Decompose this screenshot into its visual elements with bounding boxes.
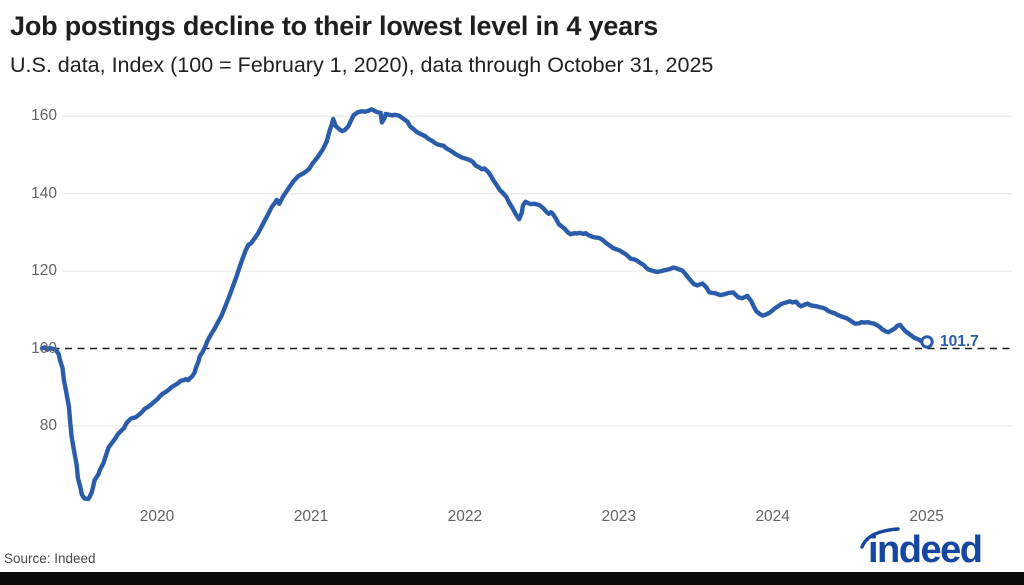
footer-bar	[0, 572, 1024, 585]
job-postings-line	[39, 107, 930, 502]
x-axis-tick-2024: 2024	[755, 508, 790, 525]
page-title: Job postings decline to their lowest lev…	[10, 11, 659, 41]
y-axis-tick-120: 120	[31, 262, 57, 280]
x-axis-tick-2020: 2020	[139, 508, 175, 525]
indeed-swoosh-icon	[860, 527, 900, 549]
x-axis-tick-2023: 2023	[601, 508, 637, 525]
x-axis-tick-2025: 2025	[909, 508, 944, 525]
y-axis-tick-80: 80	[39, 416, 57, 434]
y-axis-tick-100: 100	[31, 339, 57, 357]
source-note: Source: Indeed	[4, 551, 96, 566]
endpoint-value-label: 101.7	[940, 332, 979, 350]
y-axis-tick-160: 160	[31, 107, 57, 125]
x-axis-tick-2021: 2021	[293, 508, 329, 525]
page-subtitle: U.S. data, Index (100 = February 1, 2020…	[10, 53, 714, 77]
indeed-logo-text: indeed	[868, 529, 983, 571]
indeed-logo: indeed	[860, 527, 1014, 573]
x-axis-tick-2022: 2022	[447, 508, 483, 525]
gridlines	[62, 115, 1012, 427]
y-axis-tick-140: 140	[31, 184, 57, 202]
endpoint-marker	[920, 335, 934, 349]
